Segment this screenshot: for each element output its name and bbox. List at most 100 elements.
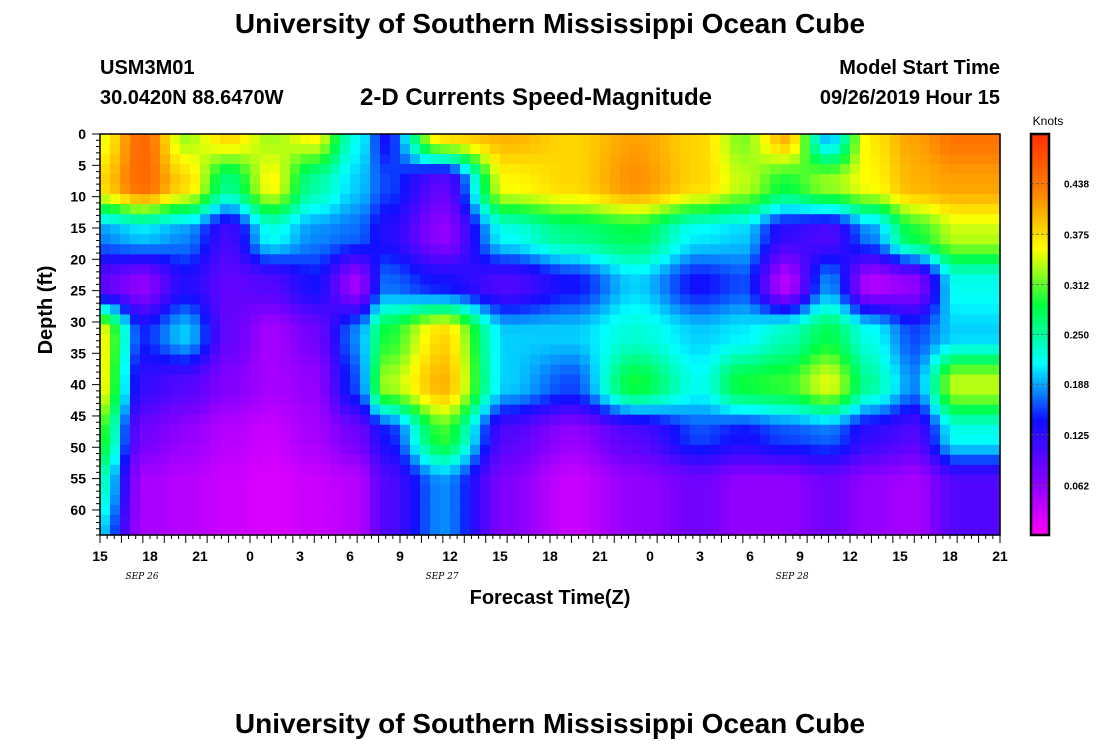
heatmap-cell: [980, 524, 991, 536]
heatmap-cell: [750, 234, 761, 245]
heatmap-cell: [900, 464, 911, 476]
heatmap-cell: [420, 284, 431, 296]
heatmap-cell: [440, 354, 451, 366]
heatmap-cell: [640, 284, 651, 296]
heatmap-cell: [250, 284, 261, 296]
heatmap-cell: [280, 204, 291, 215]
heatmap-cell: [630, 294, 641, 306]
heatmap-cell: [600, 144, 611, 155]
heatmap-cell: [110, 514, 121, 526]
heatmap-cell: [280, 474, 291, 486]
heatmap-cell: [710, 294, 721, 306]
heatmap-cell: [990, 464, 1001, 476]
heatmap-cell: [720, 394, 731, 406]
heatmap-cell: [270, 374, 281, 386]
heatmap-cell: [110, 464, 121, 476]
heatmap-cell: [270, 204, 281, 215]
heatmap-cell: [280, 144, 291, 155]
heatmap-cell: [170, 244, 181, 255]
heatmap-cell: [470, 194, 481, 205]
heatmap-cell: [540, 514, 551, 526]
heatmap-cell: [790, 324, 801, 336]
heatmap-cell: [210, 394, 221, 406]
heatmap-cell: [320, 224, 331, 235]
heatmap-cell: [420, 294, 431, 306]
y-tick-label: 10: [70, 189, 86, 205]
heatmap-cell: [800, 214, 811, 225]
heatmap-cell: [440, 404, 451, 416]
heatmap-cell: [770, 294, 781, 306]
heatmap-cell: [620, 174, 631, 185]
heatmap-cell: [610, 384, 621, 396]
heatmap-cell: [280, 494, 291, 506]
heatmap-cell: [720, 234, 731, 245]
heatmap-cell: [260, 234, 271, 245]
heatmap-cell: [270, 434, 281, 446]
heatmap-cell: [950, 494, 961, 506]
heatmap-cell: [320, 274, 331, 285]
heatmap-cell: [320, 164, 331, 175]
heatmap-cell: [820, 214, 831, 225]
heatmap-cell: [940, 314, 951, 326]
heatmap-cell: [370, 434, 381, 446]
heatmap-cell: [730, 154, 741, 165]
heatmap-cell: [480, 374, 491, 386]
heatmap-cell: [740, 514, 751, 526]
heatmap-cell: [450, 524, 461, 536]
heatmap-cell: [950, 354, 961, 366]
heatmap-cell: [870, 234, 881, 245]
heatmap-cell: [540, 404, 551, 416]
heatmap-cell: [320, 204, 331, 215]
heatmap-cell: [390, 314, 401, 326]
heatmap-cell: [890, 144, 901, 155]
heatmap-cell: [300, 364, 311, 376]
heatmap-cell: [930, 394, 941, 406]
heatmap-cell: [480, 384, 491, 396]
heatmap-cell: [680, 244, 691, 255]
heatmap-cell: [100, 244, 111, 255]
heatmap-cell: [330, 134, 341, 145]
heatmap-cell: [470, 344, 481, 356]
heatmap-cell: [530, 234, 541, 245]
heatmap-cell: [410, 304, 421, 316]
heatmap-cell: [250, 194, 261, 205]
heatmap-cell: [650, 414, 661, 426]
x-tick-label: 15: [892, 548, 908, 564]
heatmap-cell: [440, 424, 451, 436]
heatmap-cell: [400, 404, 411, 416]
heatmap-cell: [100, 464, 111, 476]
heatmap-cell: [260, 314, 271, 326]
heatmap-cell: [970, 134, 981, 145]
heatmap-cell: [950, 414, 961, 426]
heatmap-cell: [870, 344, 881, 356]
heatmap-cell: [870, 374, 881, 386]
heatmap-cell: [550, 474, 561, 486]
heatmap-cell: [600, 274, 611, 285]
heatmap-cell: [640, 224, 651, 235]
heatmap-cell: [320, 334, 331, 346]
heatmap-cell: [350, 174, 361, 185]
heatmap-cell: [850, 204, 861, 215]
heatmap-cell: [940, 174, 951, 185]
heatmap-cell: [670, 384, 681, 396]
heatmap-cell: [250, 434, 261, 446]
heatmap-cell: [210, 444, 221, 456]
heatmap-cell: [110, 304, 121, 316]
heatmap-cell: [900, 434, 911, 446]
heatmap-cell: [890, 254, 901, 265]
heatmap-cell: [960, 194, 971, 205]
heatmap-cell: [330, 374, 341, 386]
heatmap-cell: [640, 364, 651, 376]
heatmap-cell: [380, 154, 391, 165]
heatmap-cell: [150, 194, 161, 205]
heatmap-cell: [290, 344, 301, 356]
heatmap-cell: [220, 524, 231, 536]
heatmap-cell: [940, 194, 951, 205]
heatmap-cell: [350, 254, 361, 265]
heatmap-cell: [640, 424, 651, 436]
heatmap-cell: [360, 264, 371, 275]
heatmap-cell: [230, 164, 241, 175]
heatmap-cell: [770, 474, 781, 486]
heatmap-cell: [940, 374, 951, 386]
heatmap-cell: [730, 444, 741, 456]
